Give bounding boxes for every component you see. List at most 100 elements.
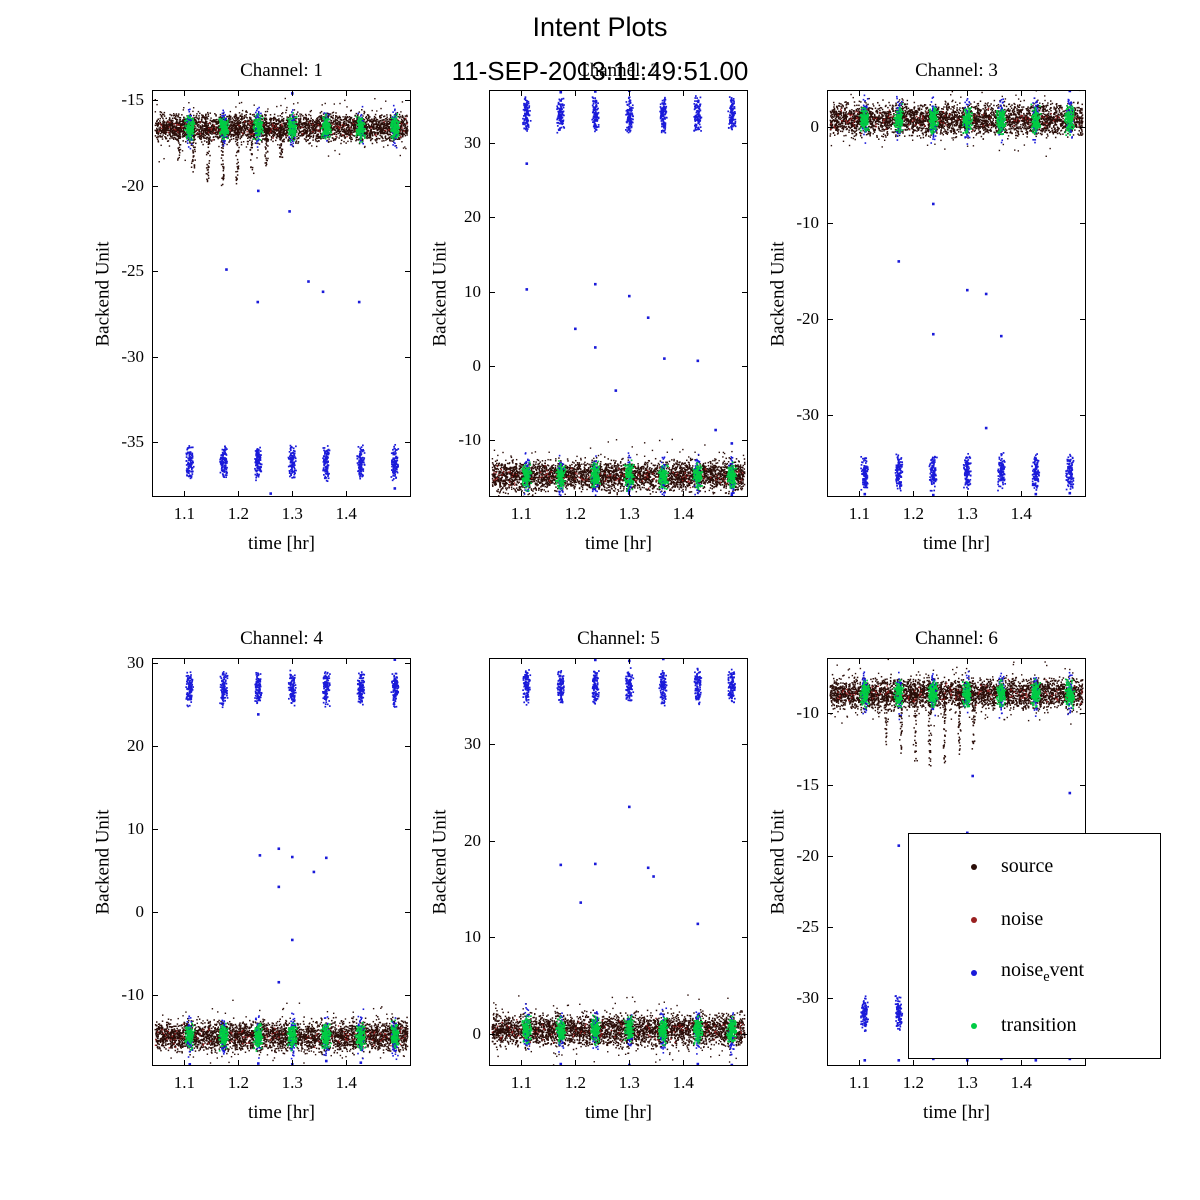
plot-area [152, 658, 411, 1066]
x-tick-label: 1.2 [227, 504, 249, 523]
y-tick-label: 20 [464, 207, 481, 227]
y-tick-label: 0 [472, 356, 482, 376]
figure-title: Intent Plots [532, 12, 668, 42]
y-tick-label: -30 [796, 404, 819, 424]
plot-area [152, 90, 411, 497]
y-tick-label: -10 [796, 703, 819, 723]
subplot-title: Channel: 2 [577, 60, 660, 81]
y-tick-label: 0 [135, 901, 145, 921]
x-tick-label: 1.4 [1010, 1073, 1032, 1092]
y-tick-labels: -15 -20 -25 -30 -35 [96, 90, 144, 497]
x-tick-label: 1.2 [227, 1073, 249, 1092]
y-tick-label: 20 [464, 830, 481, 850]
y-tick-label: -30 [796, 987, 819, 1007]
x-tick-label: 1.4 [335, 1073, 357, 1092]
subplot-title: Channel: 4 [240, 628, 323, 649]
x-tick-label: 1.3 [618, 504, 640, 523]
x-tick-label: 1.4 [672, 504, 694, 523]
x-tick-label: 1.3 [956, 504, 978, 523]
y-tick-label: -10 [458, 430, 481, 450]
y-tick-label: 30 [464, 734, 481, 754]
subplot-channel-1: Channel: 1 Backend Unit -15 -20 -25 -30 -35 … [92, 60, 411, 554]
y-tick-label: -30 [121, 346, 144, 366]
y-tick-label: -25 [796, 916, 819, 936]
y-tick-label: 30 [127, 652, 144, 672]
subplot-channel-3: Channel: 3 Backend Unit 0 -10 -20 -30 1.1 1.… [767, 60, 1086, 554]
x-tick-label: 1.1 [173, 504, 195, 523]
x-tick-labels: 1.1 1.2 1.3 1.4 [489, 504, 748, 526]
y-tick-label: -35 [121, 432, 144, 452]
legend: source noise noiseevent transition [908, 833, 1161, 1059]
transition-marker-icon [971, 1022, 977, 1029]
x-tick-labels: 1.1 1.2 1.3 1.4 [152, 504, 411, 526]
legend-label-transition: transition [1001, 1014, 1077, 1036]
x-tick-label: 1.4 [1010, 504, 1032, 523]
y-tick-label: 30 [464, 132, 481, 152]
x-tick-label: 1.2 [564, 1073, 586, 1092]
y-tick-label: -25 [121, 261, 144, 281]
y-tick-labels: 30 20 10 0 -10 [433, 90, 481, 497]
y-tick-label: -20 [796, 308, 819, 328]
noise-marker-icon [971, 916, 977, 923]
noise-event-marker-icon [971, 969, 977, 976]
figure-subtitle: 11-SEP-2013:11:49:51.00 [451, 56, 749, 86]
y-tick-label: -15 [121, 90, 144, 110]
subplot-channel-4: Channel: 4 Backend Unit 30 20 10 0 -10 1.1 1.… [92, 628, 411, 1123]
legend-entry-source: source [909, 854, 1160, 880]
legend-entry-noise-event: noiseevent [909, 959, 1160, 986]
x-tick-label: 1.3 [956, 1073, 978, 1092]
x-tick-label: 1.1 [173, 1073, 195, 1092]
legend-label-source: source [1001, 855, 1054, 877]
y-tick-label: 10 [464, 927, 481, 947]
subplot-title: Channel: 6 [915, 628, 998, 649]
y-tick-label: -15 [796, 774, 819, 794]
subplot-title: Channel: 5 [577, 628, 660, 649]
x-tick-label: 1.3 [281, 504, 303, 523]
x-axis-label: time [hr] [922, 1102, 990, 1123]
x-tick-label: 1.3 [618, 1073, 640, 1092]
x-tick-labels: 1.1 1.2 1.3 1.4 [489, 1073, 748, 1095]
x-tick-label: 1.4 [335, 504, 357, 523]
legend-label-noise: noise [1001, 908, 1044, 930]
x-tick-label: 1.4 [672, 1073, 694, 1092]
x-axis-label: time [hr] [247, 1102, 315, 1123]
x-tick-labels: 1.1 1.2 1.3 1.4 [152, 1073, 411, 1095]
plot-area [489, 658, 748, 1066]
y-tick-label: -20 [121, 175, 144, 195]
legend-entry-transition: transition [909, 1013, 1160, 1039]
y-tick-labels: 0 -10 -20 -30 [771, 90, 819, 497]
y-tick-labels: 30 20 10 0 [433, 658, 481, 1066]
plot-area [489, 90, 748, 497]
y-tick-label: 20 [127, 735, 144, 755]
source-marker-icon [971, 863, 977, 870]
subplot-channel-5: Channel: 5 Backend Unit 30 20 10 0 1.1 1.2 1.… [429, 628, 748, 1123]
y-tick-label: -10 [121, 984, 144, 1004]
y-tick-label: 10 [127, 818, 144, 838]
y-tick-labels: 30 20 10 0 -10 [96, 653, 145, 1066]
legend-entry-noise: noise [909, 907, 1160, 933]
plot-area [827, 90, 1086, 497]
x-tick-label: 1.1 [510, 504, 532, 523]
x-axis-label: time [hr] [247, 533, 315, 554]
y-tick-label: -10 [796, 213, 819, 233]
x-axis-label: time [hr] [584, 533, 652, 554]
x-tick-label: 1.3 [281, 1073, 303, 1092]
x-tick-label: 1.2 [564, 504, 586, 523]
x-tick-labels: 1.1 1.2 1.3 1.4 [827, 504, 1086, 526]
x-tick-label: 1.2 [902, 504, 924, 523]
x-tick-label: 1.1 [848, 1073, 870, 1092]
x-tick-label: 1.2 [902, 1073, 924, 1092]
x-tick-labels: 1.1 1.2 1.3 1.4 [827, 1073, 1086, 1095]
y-tick-labels: -10 -15 -20 -25 -30 [771, 658, 819, 1066]
x-axis-label: time [hr] [584, 1102, 652, 1123]
y-tick-label: 10 [464, 281, 481, 301]
x-axis-label: time [hr] [922, 533, 990, 554]
subplot-title: Channel: 3 [915, 60, 998, 81]
subplot-title: Channel: 1 [240, 60, 323, 81]
subplot-channel-2: Channel: 2 Backend Unit 30 20 10 0 -10 1.1 1.… [429, 60, 748, 554]
y-tick-label: -20 [796, 845, 819, 865]
x-tick-label: 1.1 [848, 504, 870, 523]
y-tick-label: 0 [472, 1024, 482, 1044]
legend-label-noise-event: noiseevent [1001, 959, 1085, 985]
x-tick-label: 1.1 [510, 1073, 532, 1092]
